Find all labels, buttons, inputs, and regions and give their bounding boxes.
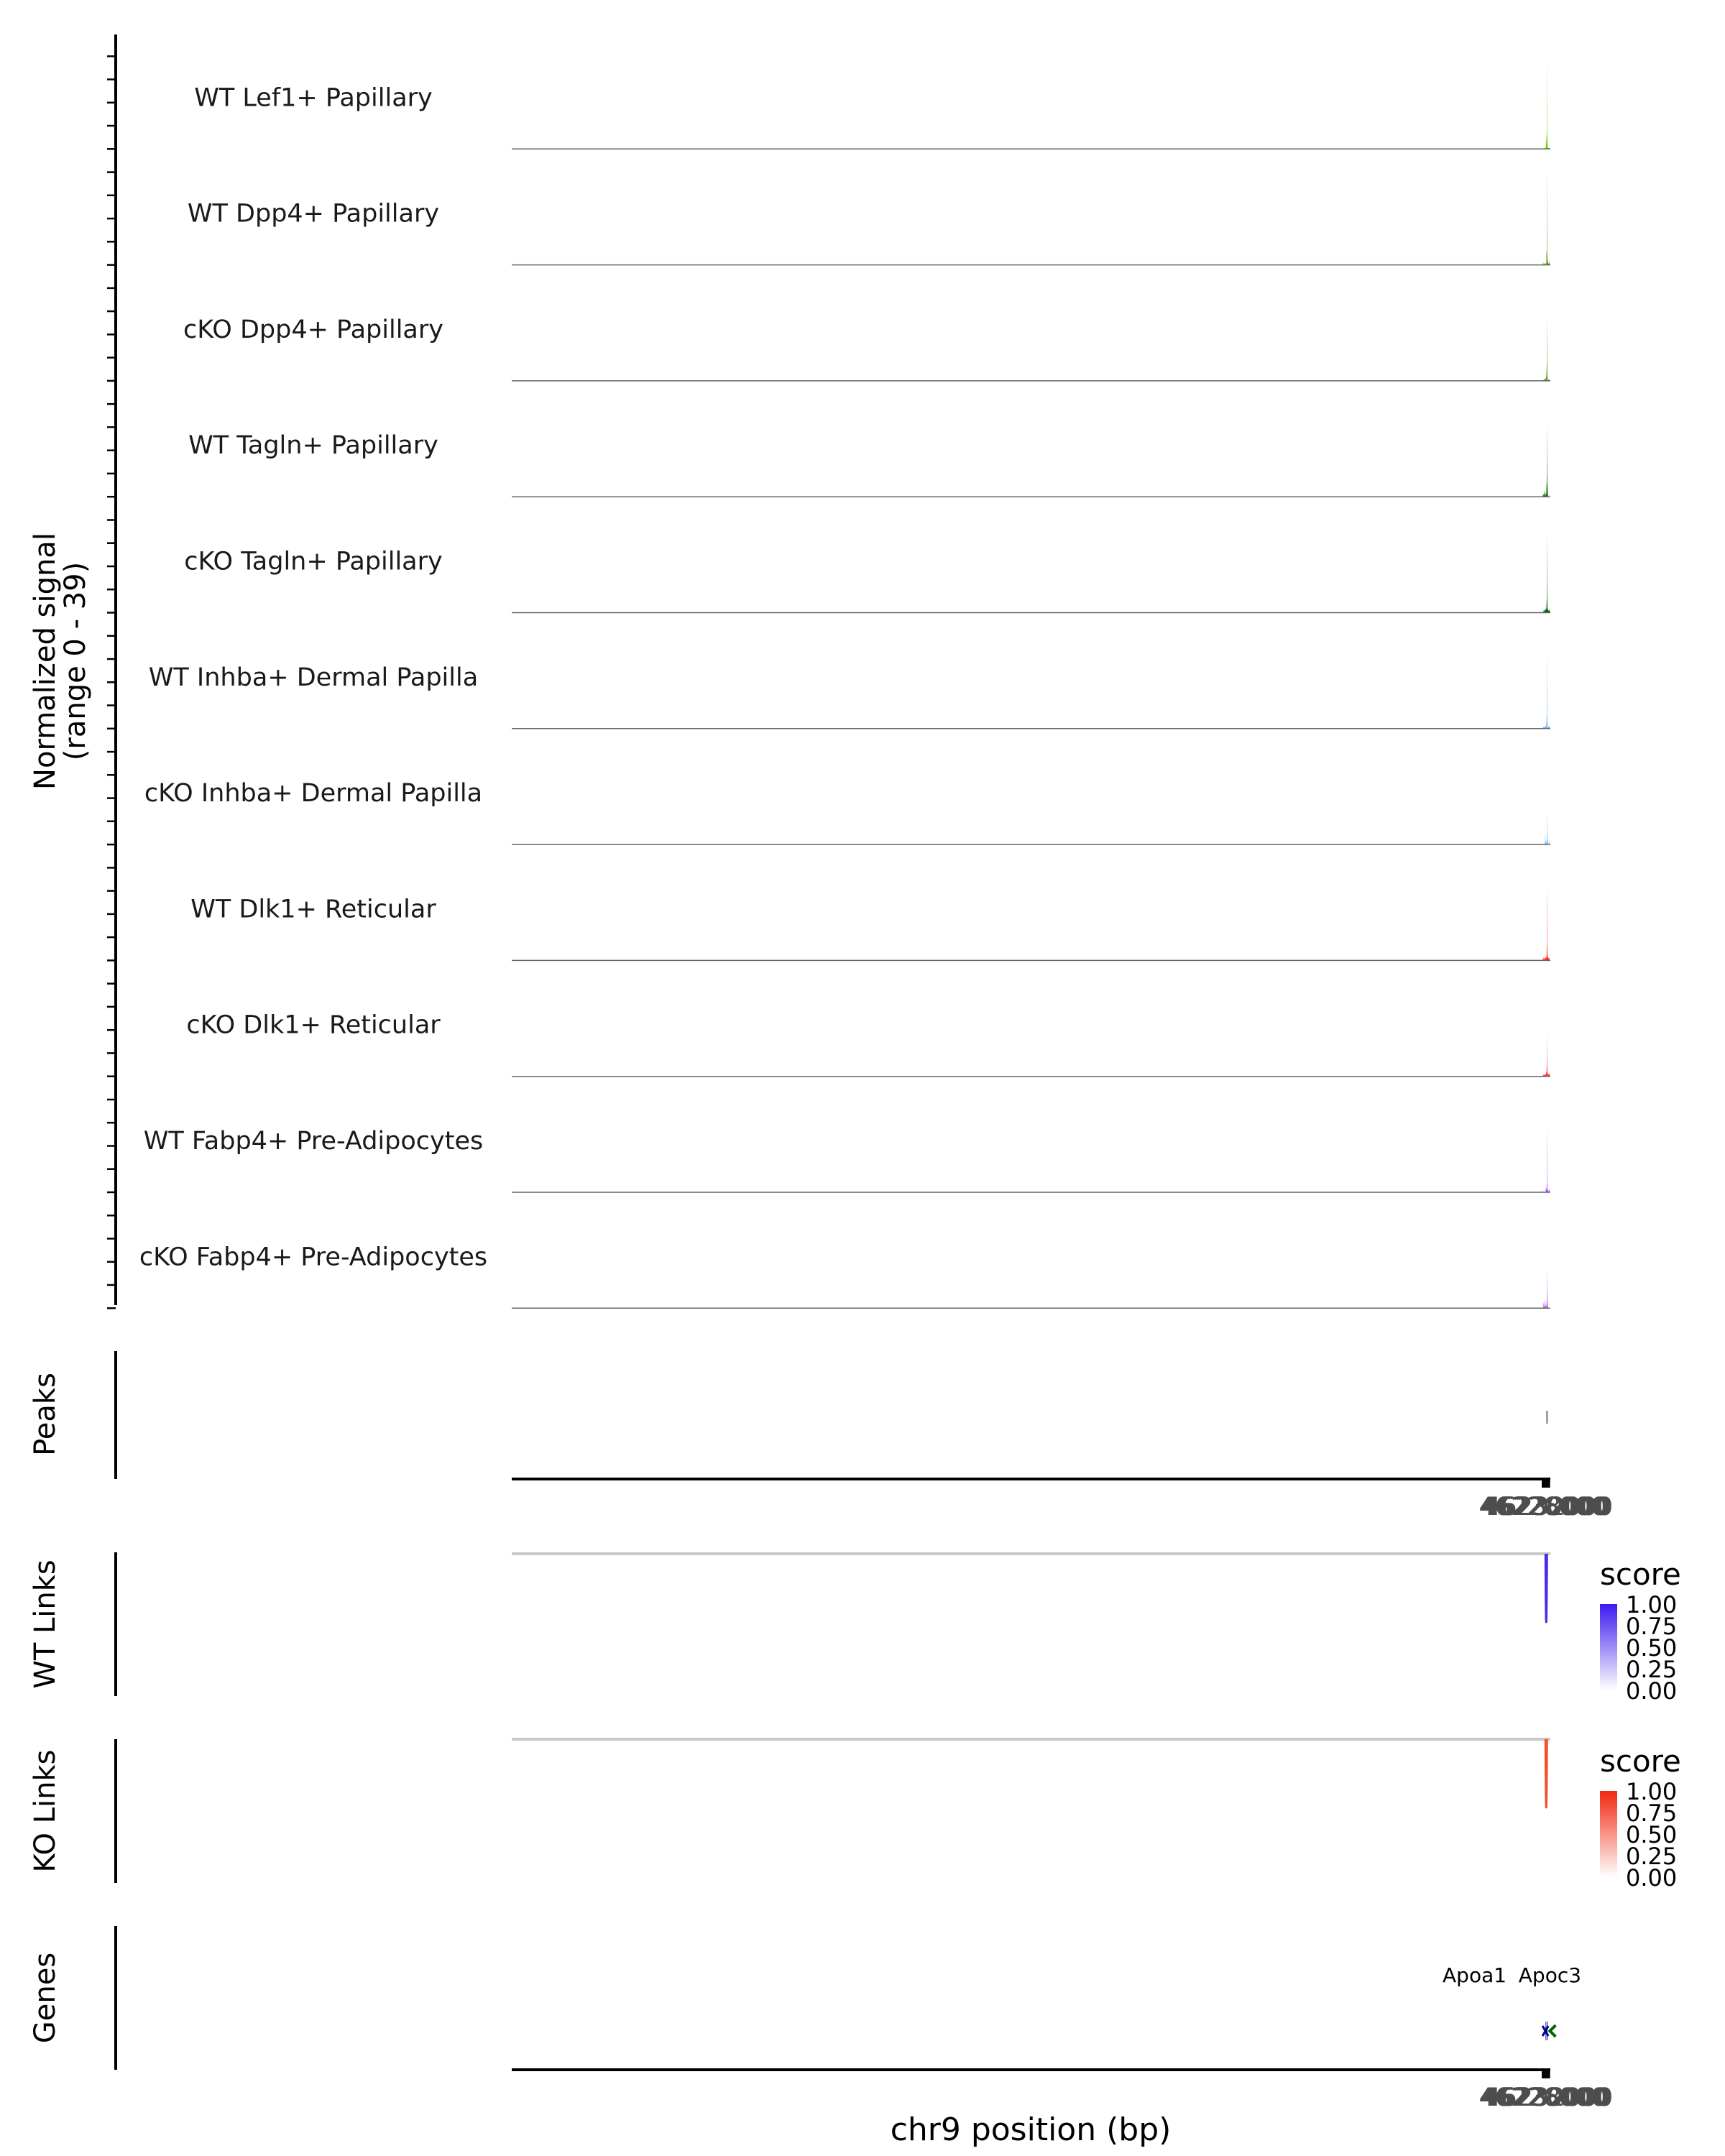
track-area-10 — [1542, 1130, 1550, 1192]
gene-apoa1: Apoa1 — [1443, 1963, 1550, 2040]
coverage-tracks: WT Lef1+ Papillary WT Dpp4+ Papillary cKO … — [139, 57, 1550, 1309]
ko-links-legend: score 1.000.750.500.250.00 — [1600, 1743, 1681, 1892]
track-2: WT Dpp4+ Papillary — [188, 171, 1550, 266]
x-axis-title: chr9 position (bp) — [891, 2111, 1172, 2148]
wt-legend-colorbar — [1600, 1604, 1617, 1690]
peak-regions — [1546, 1411, 1548, 1424]
track-4: WT Tagln+ Papillary — [188, 420, 1550, 497]
track-label-6: WT Inhba+ Dermal Papilla — [149, 663, 478, 692]
strand-arrow-apoc3 — [1547, 2024, 1557, 2038]
track-label-5: cKO Tagln+ Papillary — [184, 548, 443, 576]
ko-legend-title: score — [1600, 1743, 1681, 1779]
ko-legend-colorbar — [1600, 1791, 1617, 1877]
track-label-9: cKO Dlk1+ Reticular — [186, 1011, 441, 1040]
genes-x-tick-label-1: 46226000 — [1478, 2083, 1606, 2112]
signal-y-ticks — [107, 55, 116, 1309]
track-10: WT Fabp4+ Pre-Adipocytes — [144, 1127, 1550, 1193]
track-label-11: cKO Fabp4+ Pre-Adipocytes — [139, 1243, 487, 1271]
wt-legend-tick-1: 1.00 — [1626, 1591, 1677, 1618]
track-3: cKO Dpp4+ Papillary — [183, 313, 1550, 382]
wt-link-arc — [1544, 1553, 1548, 1623]
track-area-8 — [1542, 888, 1550, 961]
wt-legend-tick-4: 0.25 — [1626, 1656, 1677, 1683]
wt-legend-tick-2: 0.75 — [1626, 1613, 1677, 1640]
track-area-3 — [1542, 313, 1550, 381]
peaks-x-tick-label-3: 46230000 — [1483, 1493, 1611, 1521]
track-label-2: WT Dpp4+ Papillary — [188, 200, 439, 229]
peak-1 — [1546, 1411, 1548, 1424]
track-9: cKO Dlk1+ Reticular — [186, 1011, 1550, 1077]
genes-label: Genes — [29, 1953, 62, 2043]
wt-links-legend: score 1.000.750.500.250.00 — [1600, 1557, 1681, 1705]
peaks-label: Peaks — [29, 1373, 62, 1456]
track-area-2 — [1542, 171, 1550, 265]
wt-legend-tick-3: 0.50 — [1626, 1634, 1677, 1662]
gene-start-mark — [1541, 2025, 1550, 2037]
track-11: cKO Fabp4+ Pre-Adipocytes — [139, 1243, 1550, 1309]
gene-models: Apoa1 Apoc3 — [1443, 1963, 1581, 2040]
track-label-7: cKO Inhba+ Dermal Papilla — [144, 779, 482, 808]
track-label-4: WT Tagln+ Papillary — [188, 431, 438, 460]
genes-x-tick-label-4: 46232000 — [1485, 2083, 1613, 2112]
wt-legend-tick-5: 0.00 — [1626, 1677, 1677, 1705]
genes-x-tick-label-3: 46230000 — [1483, 2083, 1611, 2112]
track-area-7 — [1542, 811, 1550, 845]
peaks-x-tick-label-2: 46228000 — [1481, 1493, 1609, 1521]
track-7: cKO Inhba+ Dermal Papilla — [144, 779, 1550, 845]
wt-links-label: WT Links — [29, 1560, 62, 1688]
track-area-1 — [1542, 57, 1550, 149]
ko-legend-tick-3: 0.50 — [1626, 1821, 1677, 1848]
ko-legend-tick-1: 1.00 — [1626, 1778, 1677, 1805]
track-area-6 — [1542, 654, 1550, 729]
track-area-9 — [1542, 1033, 1550, 1077]
track-label-3: cKO Dpp4+ Papillary — [183, 315, 443, 344]
track-6: WT Inhba+ Dermal Papilla — [149, 654, 1550, 729]
ko-links-label: KO Links — [29, 1750, 62, 1873]
link-arcs — [512, 1552, 1550, 1809]
genes-x-tick-label-2: 46228000 — [1481, 2083, 1609, 2112]
peaks-x-tick-label-4: 46232000 — [1485, 1493, 1613, 1521]
track-1: WT Lef1+ Papillary — [194, 57, 1550, 150]
track-area-5 — [1542, 528, 1550, 613]
track-label-1: WT Lef1+ Papillary — [194, 83, 433, 112]
gene-label-apoa1: Apoa1 — [1443, 1963, 1506, 1987]
track-label-8: WT Dlk1+ Reticular — [190, 895, 436, 923]
track-label-10: WT Fabp4+ Pre-Adipocytes — [144, 1127, 483, 1156]
track-area-4 — [1542, 420, 1550, 497]
signal-y-label-line1: Normalized signal — [29, 533, 62, 790]
ko-link-arc — [1544, 1738, 1548, 1809]
track-5: cKO Tagln+ Papillary — [184, 528, 1550, 614]
peaks-x-tick-label-1: 46226000 — [1478, 1493, 1606, 1521]
track-8: WT Dlk1+ Reticular — [190, 888, 1550, 962]
gene-label-apoc3: Apoc3 — [1519, 1963, 1581, 1987]
wt-legend-title: score — [1600, 1557, 1681, 1592]
signal-y-label-line2: (range 0 - 39) — [59, 562, 92, 760]
ko-legend-tick-5: 0.00 — [1626, 1864, 1677, 1892]
ko-legend-tick-4: 0.25 — [1626, 1843, 1677, 1870]
gene-apoc3: Apoc3 — [1519, 1963, 1581, 2038]
ko-legend-tick-2: 0.75 — [1626, 1800, 1677, 1827]
track-area-11 — [1542, 1270, 1550, 1309]
